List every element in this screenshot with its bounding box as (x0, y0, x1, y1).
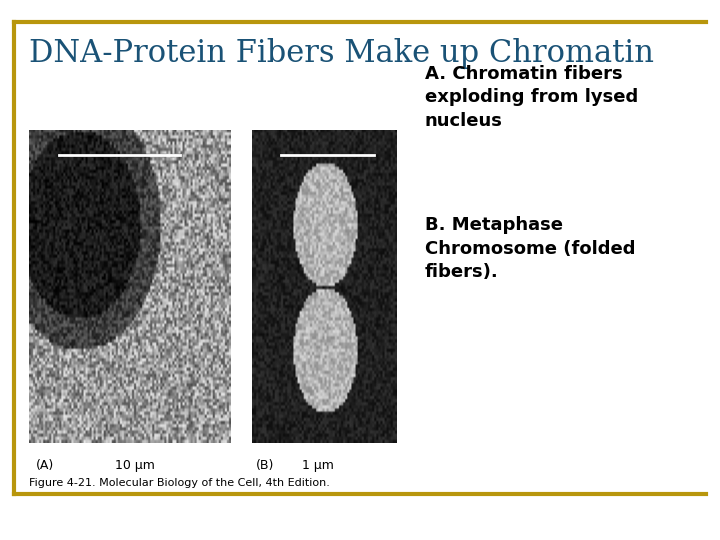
Text: (B): (B) (256, 459, 274, 472)
Text: B. Metaphase
Chromosome (folded
fibers).: B. Metaphase Chromosome (folded fibers). (425, 216, 635, 281)
Text: A. Chromatin fibers
exploding from lysed
nucleus: A. Chromatin fibers exploding from lysed… (425, 65, 638, 130)
Text: 10 μm: 10 μm (115, 459, 155, 472)
Text: 1 μm: 1 μm (302, 459, 334, 472)
Text: Figure 4-21. Molecular Biology of the Cell, 4th Edition.: Figure 4-21. Molecular Biology of the Ce… (29, 478, 330, 488)
Text: (A): (A) (36, 459, 54, 472)
Text: DNA-Protein Fibers Make up Chromatin: DNA-Protein Fibers Make up Chromatin (29, 38, 654, 69)
